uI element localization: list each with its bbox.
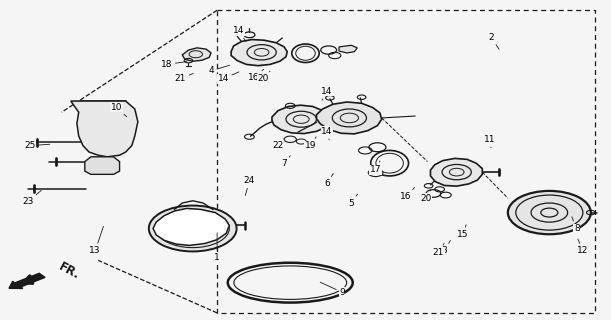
Text: 23: 23 bbox=[23, 190, 41, 206]
Text: 21: 21 bbox=[433, 244, 444, 257]
Text: 14: 14 bbox=[218, 72, 239, 83]
Text: 16: 16 bbox=[248, 69, 264, 82]
Text: 2: 2 bbox=[489, 33, 499, 49]
Text: 18: 18 bbox=[161, 60, 187, 69]
Text: 9: 9 bbox=[320, 282, 345, 297]
Text: 5: 5 bbox=[348, 194, 357, 207]
Text: 21: 21 bbox=[175, 74, 193, 83]
Text: 7: 7 bbox=[281, 156, 290, 168]
Text: 14: 14 bbox=[321, 127, 332, 140]
Text: 20: 20 bbox=[420, 189, 432, 203]
Text: 20: 20 bbox=[257, 71, 270, 83]
Text: 14: 14 bbox=[233, 27, 246, 42]
Polygon shape bbox=[316, 102, 382, 134]
Text: 17: 17 bbox=[370, 161, 381, 174]
Text: 16: 16 bbox=[400, 188, 414, 201]
Text: 8: 8 bbox=[572, 217, 580, 233]
Polygon shape bbox=[85, 157, 120, 174]
Circle shape bbox=[508, 191, 591, 234]
Polygon shape bbox=[272, 105, 330, 133]
Polygon shape bbox=[231, 40, 287, 66]
Polygon shape bbox=[339, 45, 357, 53]
Polygon shape bbox=[153, 208, 229, 245]
Text: 22: 22 bbox=[273, 138, 284, 150]
Text: 13: 13 bbox=[89, 226, 103, 255]
Text: 10: 10 bbox=[111, 103, 126, 117]
Text: 24: 24 bbox=[244, 176, 255, 196]
Polygon shape bbox=[182, 48, 211, 61]
Circle shape bbox=[149, 205, 236, 252]
Polygon shape bbox=[71, 101, 138, 157]
Text: 25: 25 bbox=[24, 141, 49, 150]
FancyArrow shape bbox=[9, 273, 45, 288]
Text: 6: 6 bbox=[324, 173, 333, 188]
Text: 12: 12 bbox=[577, 239, 588, 255]
Text: 11: 11 bbox=[484, 135, 496, 148]
Text: 14: 14 bbox=[321, 87, 332, 100]
Text: 19: 19 bbox=[305, 137, 316, 150]
Text: FR.: FR. bbox=[57, 260, 82, 282]
Polygon shape bbox=[431, 158, 482, 186]
Text: 3: 3 bbox=[442, 240, 450, 255]
Text: 4: 4 bbox=[208, 65, 230, 75]
Text: 1: 1 bbox=[214, 233, 220, 262]
Text: 15: 15 bbox=[457, 225, 469, 239]
